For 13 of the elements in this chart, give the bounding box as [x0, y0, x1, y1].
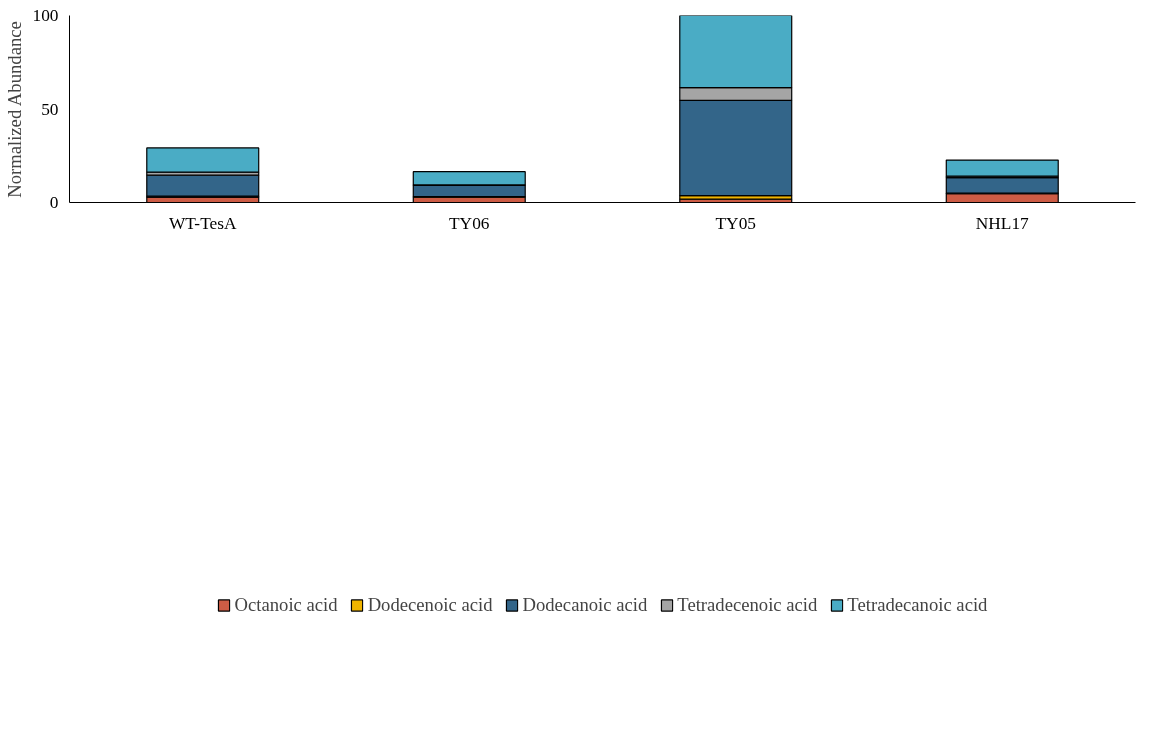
y-tick-label: 100 [32, 6, 59, 25]
y-tick-label: 50 [41, 99, 59, 119]
y-tick-label: 0 [49, 193, 59, 212]
x-tick-label: TY05 [715, 213, 756, 233]
x-tick-label: NHL17 [975, 213, 1030, 233]
legend-label: Dodecenoic acid [367, 593, 493, 616]
x-tick-label: TY06 [449, 213, 490, 233]
x-tick-label: WT-TesA [169, 213, 237, 233]
legend-label: Tetradecanoic acid [847, 593, 988, 616]
legend-label: Dodecanoic acid [522, 593, 648, 616]
legend-label: Tetradecenoic acid [677, 593, 818, 616]
legend-label: Octanoic acid [234, 593, 338, 616]
y-axis-title: Normalized Abundance [3, 21, 25, 198]
